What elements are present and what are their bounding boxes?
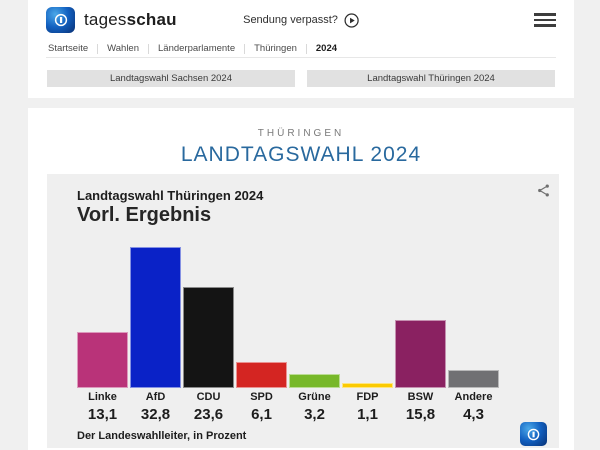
party-name: FDP [356, 391, 379, 403]
bar-label-grüne: Grüne 3,2 [289, 388, 340, 423]
party-value: 1,1 [357, 406, 378, 423]
bar-spd [236, 362, 287, 388]
brand-bold: schau [126, 10, 177, 29]
menu-icon[interactable] [534, 8, 556, 32]
party-name: AfD [145, 391, 166, 403]
brand-light: tages [84, 10, 127, 29]
party-name: Grüne [298, 391, 331, 403]
bar-cdu [183, 287, 234, 388]
broadcast-missed-label: Sendung verpasst? [243, 14, 338, 26]
bar-bsw [395, 320, 446, 388]
chart-subtitle: Vorl. Ergebnis [77, 204, 212, 226]
party-value: 23,6 [193, 406, 224, 423]
main-content: THÜRINGEN LANDTAGSWAHL 2024 Landtagswahl… [28, 108, 574, 450]
party-name: SPD [250, 391, 273, 403]
bar-label-spd: SPD 6,1 [236, 388, 287, 423]
party-value: 13,1 [87, 406, 118, 423]
bar-label-bsw: BSW 15,8 [395, 388, 446, 423]
globe-icon [54, 13, 67, 27]
party-name: CDU [196, 391, 221, 403]
breadcrumb-item-wahlen[interactable]: Wahlen [97, 43, 148, 54]
party-value: 32,8 [140, 406, 171, 423]
bar-label-afd: AfD 32,8 [130, 388, 181, 423]
bar-label-cdu: CDU 23,6 [183, 388, 234, 423]
broadcast-missed-link[interactable]: Sendung verpasst? [243, 12, 359, 28]
breadcrumb-item-länderparlamente[interactable]: Länderparlamente [148, 43, 244, 54]
bar-chart [77, 238, 499, 388]
tagesschau-logo-icon[interactable] [46, 7, 75, 33]
party-name: Andere [454, 391, 493, 403]
quick-links: Landtagswahl Sachsen 2024 Landtagswahl Th… [28, 58, 574, 98]
breadcrumb-item-2024[interactable]: 2024 [305, 43, 346, 54]
breadcrumb-item-startseite[interactable]: Startseite [48, 42, 89, 54]
bar-label-andere: Andere 4,3 [448, 388, 499, 423]
bar-label-linke: Linke 13,1 [77, 388, 128, 423]
bar-andere [448, 370, 499, 388]
page-kicker: THÜRINGEN [257, 128, 345, 139]
quick-link-button[interactable]: Landtagswahl Sachsen 2024 [47, 70, 295, 87]
result-chart-card: Landtagswahl Thüringen 2024 Vorl. Ergebn… [47, 174, 559, 448]
bar-label-fdp: FDP 1,1 [342, 388, 393, 423]
page-title: LANDTAGSWAHL 2024 [180, 143, 422, 166]
play-icon [344, 12, 359, 28]
party-value: 4,3 [463, 406, 484, 423]
party-name: Linke [88, 391, 117, 403]
quick-link-button[interactable]: Landtagswahl Thüringen 2024 [307, 70, 555, 87]
party-name: BSW [407, 391, 434, 403]
share-icon[interactable] [533, 180, 553, 200]
party-value: 15,8 [405, 406, 436, 423]
bar-linke [77, 332, 128, 388]
bar-grüne [289, 374, 340, 388]
brand-wordmark[interactable]: tagesschau [84, 10, 177, 30]
page-shell: tagesschau Sendung verpasst? Startseite W… [28, 0, 574, 450]
party-value: 6,1 [251, 406, 272, 423]
bar-chart-labels: Linke 13,1 AfD 32,8 CDU 23,6 SPD 6,1 Grüne 3,2 FDP… [77, 388, 499, 423]
breadcrumb-item-thüringen[interactable]: Thüringen [244, 43, 306, 54]
site-header-block: tagesschau Sendung verpasst? Startseite W… [28, 0, 574, 98]
chart-title: Landtagswahl Thüringen 2024 [77, 188, 264, 203]
bar-fdp [342, 383, 393, 388]
top-bar: tagesschau Sendung verpasst? [28, 0, 574, 40]
chart-source: Der Landeswahlleiter, in Prozent [77, 430, 247, 442]
tagesschau-watermark-icon [520, 422, 547, 446]
party-value: 3,2 [304, 406, 325, 423]
bar-afd [130, 247, 181, 388]
breadcrumb: Startseite Wahlen Länderparlamente Thüringe… [46, 40, 556, 58]
